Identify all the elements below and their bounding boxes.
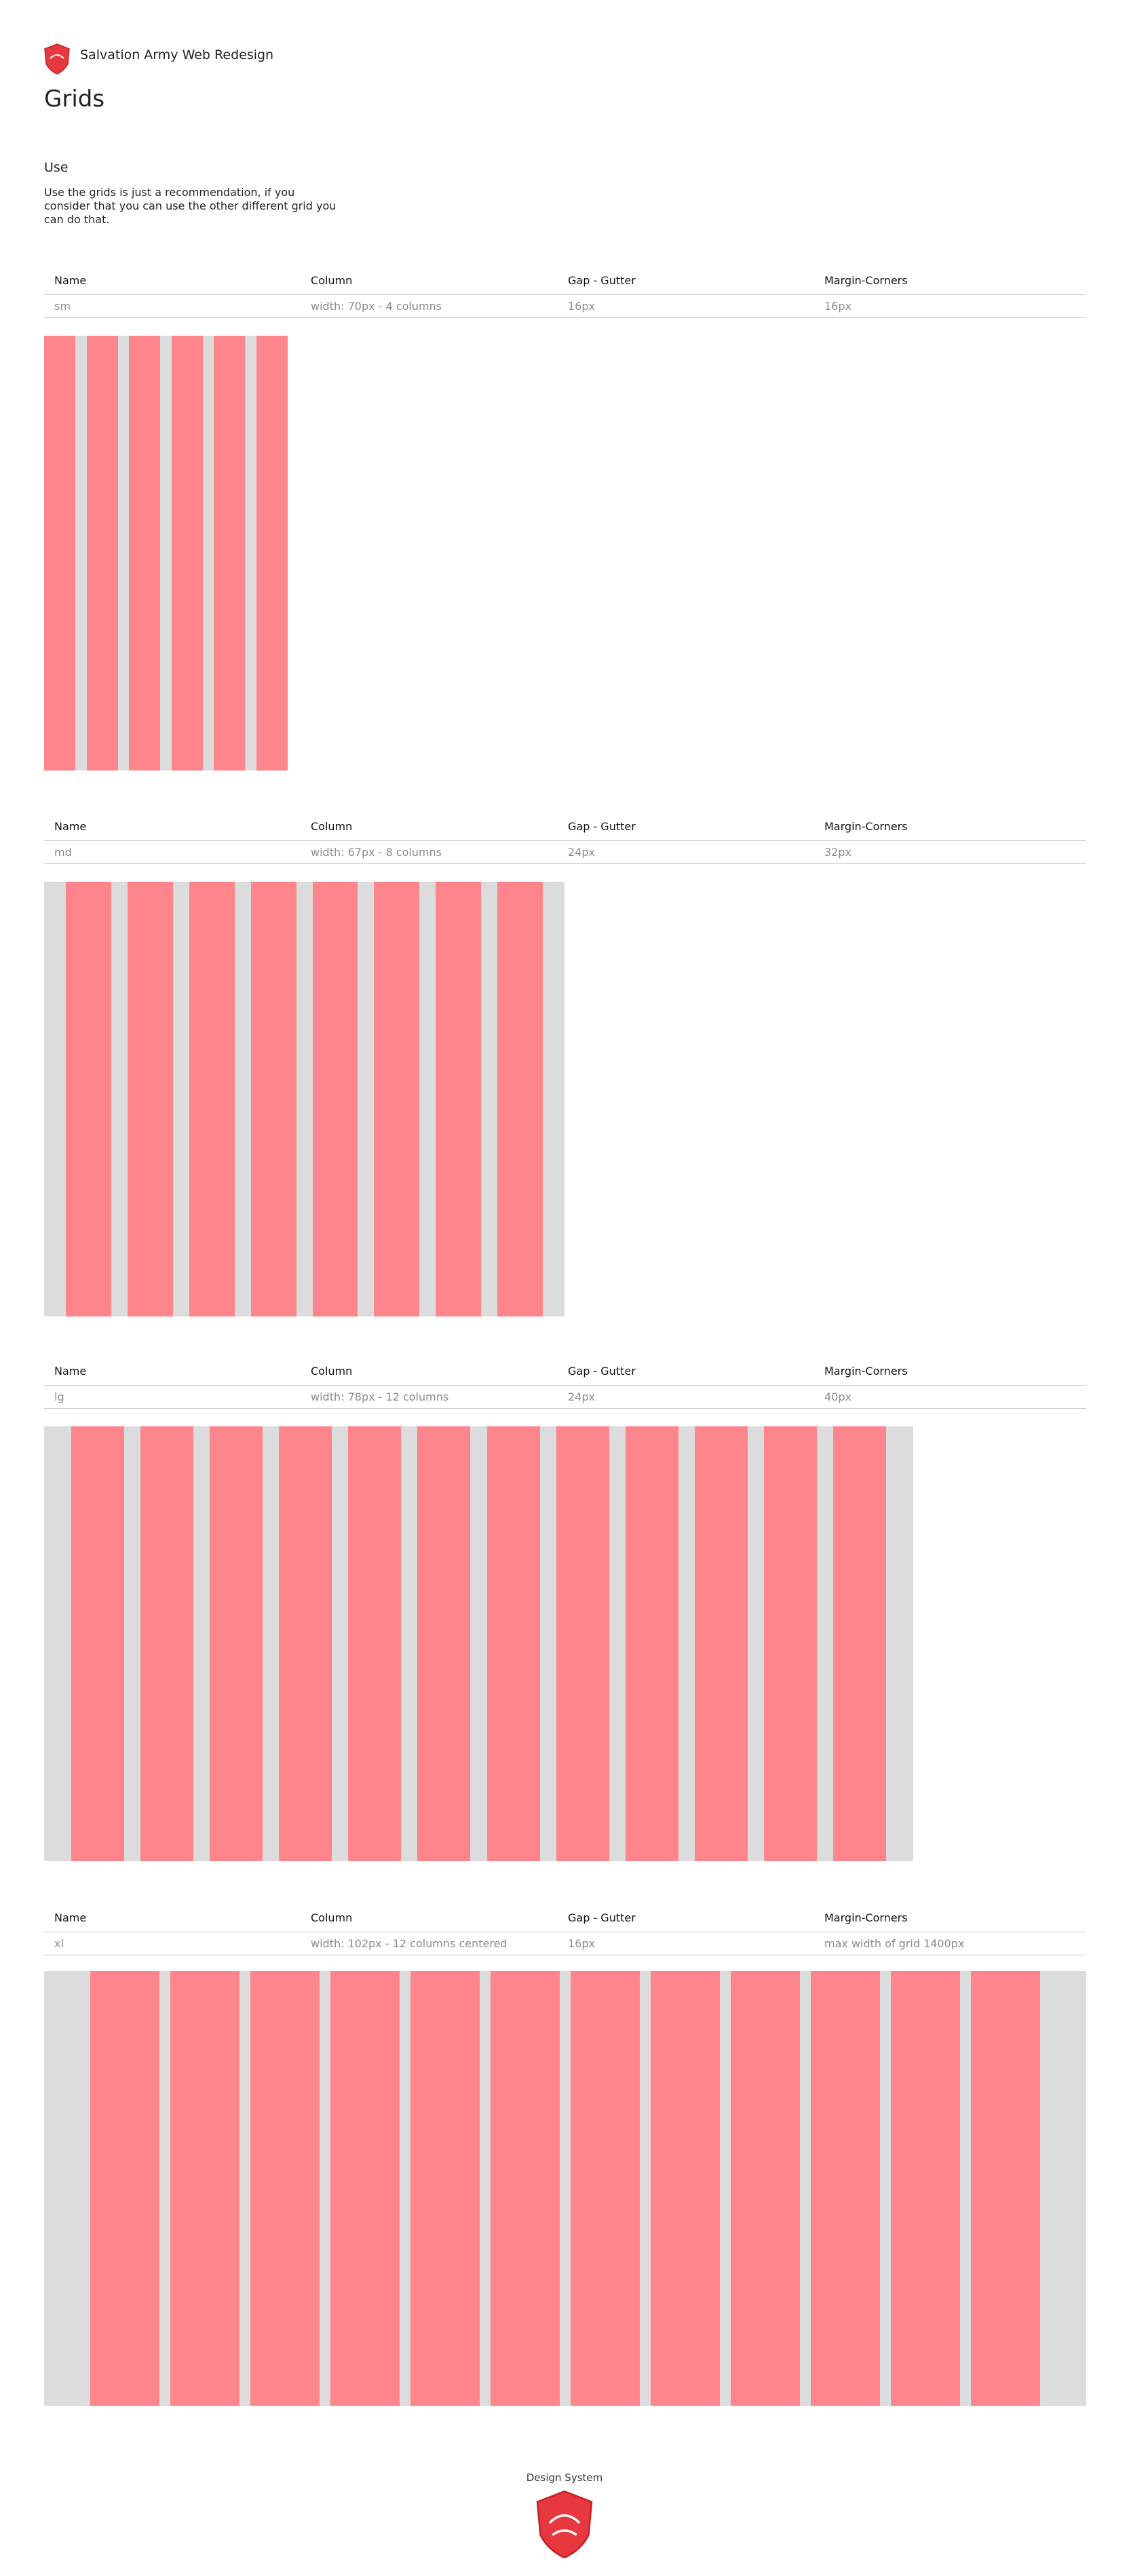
logo bbox=[44, 43, 70, 75]
grid-column bbox=[170, 1971, 240, 2406]
grid-column bbox=[833, 1426, 886, 1861]
table-cell: 16px bbox=[824, 300, 851, 313]
intro-text: Use the grids is just a recommendation, … bbox=[44, 186, 337, 226]
table-rule bbox=[44, 294, 1086, 295]
grid-preview bbox=[44, 882, 564, 1316]
table-cell: xl bbox=[54, 1937, 64, 1950]
grid-column bbox=[210, 1426, 263, 1861]
table-header: Gap - Gutter bbox=[568, 1911, 636, 1924]
table-rule bbox=[44, 1408, 1086, 1409]
grid-column bbox=[44, 336, 76, 770]
grid-column bbox=[140, 1426, 194, 1861]
table-header: Margin-Corners bbox=[824, 1365, 908, 1378]
table-header: Column bbox=[311, 1911, 353, 1924]
table-rule bbox=[44, 863, 1086, 864]
table-header: Gap - Gutter bbox=[568, 1365, 636, 1378]
grid-column bbox=[491, 1971, 560, 2406]
grid-column bbox=[250, 882, 296, 1316]
grid-column bbox=[971, 1971, 1040, 2406]
page-title: Grids bbox=[44, 85, 105, 113]
table-cell: 24px bbox=[568, 846, 595, 859]
grid-column bbox=[250, 1971, 320, 2406]
grid-column bbox=[571, 1971, 640, 2406]
table-header: Name bbox=[54, 1365, 87, 1378]
grid-column bbox=[279, 1426, 332, 1861]
grid-column bbox=[694, 1426, 748, 1861]
section-heading: Use bbox=[44, 160, 69, 175]
table-header: Gap - Gutter bbox=[568, 820, 636, 833]
grid-column bbox=[651, 1971, 720, 2406]
table-cell: 32px bbox=[824, 846, 851, 859]
grid-column bbox=[129, 336, 161, 770]
grid-column bbox=[256, 336, 288, 770]
grid-column bbox=[436, 882, 482, 1316]
table-rule bbox=[44, 317, 1086, 318]
table-header: Margin-Corners bbox=[824, 1911, 908, 1924]
grid-column bbox=[127, 882, 173, 1316]
footer-logo bbox=[536, 2490, 593, 2559]
grid-column bbox=[763, 1426, 817, 1861]
grid-column bbox=[330, 1971, 400, 2406]
table-rule bbox=[44, 1385, 1086, 1386]
table-header: Column bbox=[311, 274, 353, 287]
table-cell: lg bbox=[54, 1390, 64, 1403]
grid-column bbox=[312, 882, 358, 1316]
table-cell: 16px bbox=[568, 1937, 595, 1950]
grid-column bbox=[374, 882, 420, 1316]
grid-column bbox=[410, 1971, 480, 2406]
grid-column bbox=[86, 336, 118, 770]
table-header: Name bbox=[54, 274, 87, 287]
table-cell: 24px bbox=[568, 1390, 595, 1403]
grid-preview bbox=[44, 336, 288, 770]
brand: Salvation Army Web Redesign bbox=[80, 47, 274, 62]
grid-column bbox=[731, 1971, 800, 2406]
grid-column bbox=[497, 882, 543, 1316]
table-cell: 40px bbox=[824, 1390, 851, 1403]
grid-preview bbox=[44, 1426, 913, 1861]
table-header: Margin-Corners bbox=[824, 274, 908, 287]
grid-column bbox=[66, 882, 111, 1316]
table-cell: sm bbox=[54, 300, 71, 313]
grid-column bbox=[348, 1426, 402, 1861]
grid-column bbox=[625, 1426, 678, 1861]
grid-preview bbox=[44, 1971, 1086, 2406]
table-cell: 16px bbox=[568, 300, 595, 313]
table-cell: max width of grid 1400px bbox=[824, 1937, 965, 1950]
grid-column bbox=[417, 1426, 471, 1861]
table-cell: width: 70px - 4 columns bbox=[311, 300, 442, 313]
table-cell: md bbox=[54, 846, 72, 859]
table-cell: width: 78px - 12 columns bbox=[311, 1390, 449, 1403]
grid-column bbox=[811, 1971, 880, 2406]
grid-column bbox=[486, 1426, 540, 1861]
table-cell: width: 67px - 8 columns bbox=[311, 846, 442, 859]
grid-column bbox=[556, 1426, 609, 1861]
table-header: Gap - Gutter bbox=[568, 274, 636, 287]
table-cell: width: 102px - 12 columns centered bbox=[311, 1937, 508, 1950]
table-header: Column bbox=[311, 820, 353, 833]
grid-column bbox=[171, 336, 203, 770]
grid-column bbox=[90, 1971, 159, 2406]
footer-label: Design System bbox=[526, 2472, 603, 2484]
grid-column bbox=[891, 1971, 960, 2406]
grid-column bbox=[214, 336, 246, 770]
table-header: Name bbox=[54, 1911, 87, 1924]
table-header: Margin-Corners bbox=[824, 820, 908, 833]
grid-column bbox=[71, 1426, 125, 1861]
table-rule bbox=[44, 840, 1086, 841]
table-header: Column bbox=[311, 1365, 353, 1378]
grid-column bbox=[189, 882, 235, 1316]
table-header: Name bbox=[54, 820, 87, 833]
